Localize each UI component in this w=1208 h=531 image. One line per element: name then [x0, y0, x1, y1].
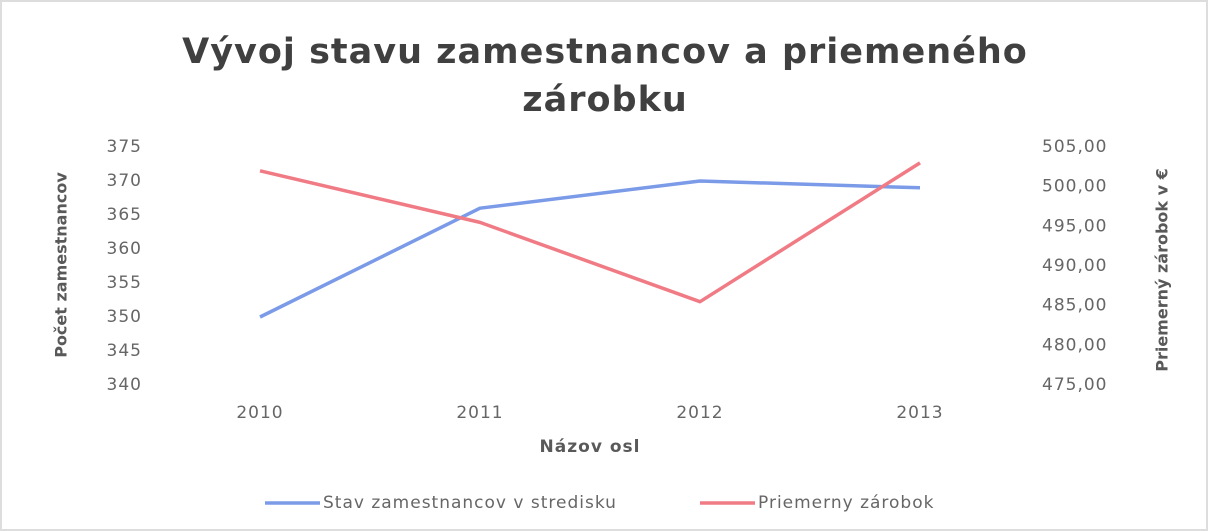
y-tick-label: 360 — [107, 239, 142, 259]
y-tick-label: 340 — [107, 375, 142, 395]
y-tick-label: 355 — [107, 273, 142, 293]
y2-tick-label: 490,00 — [1042, 256, 1107, 276]
y2-axis-title: Priemerný zárobok v € — [1153, 168, 1172, 372]
y-tick-label: 350 — [107, 307, 142, 327]
y-tick-label: 365 — [107, 205, 142, 225]
x-tick-label: 2011 — [456, 403, 503, 423]
y2-tick-label: 485,00 — [1042, 296, 1107, 316]
x-axis-title: Názov osl — [540, 437, 641, 457]
chart-title: Vývoj stavu zamestnancov a priemeného zá… — [182, 32, 1028, 120]
y-tick-label: 345 — [107, 341, 142, 361]
y2-tick-label: 505,00 — [1042, 137, 1107, 157]
y2-tick-label: 500,00 — [1042, 177, 1107, 197]
y-axis-title: Počet zamestnancov — [52, 172, 71, 358]
series-line — [259, 179, 921, 319]
legend-label: Stav zamestnancov v stredisku — [323, 493, 617, 513]
y-tick-label: 370 — [107, 171, 142, 191]
y2-tick-label: 475,00 — [1042, 375, 1107, 395]
x-tick-label: 2012 — [676, 403, 723, 423]
y2-tick-label: 480,00 — [1042, 335, 1107, 355]
x-tick-label: 2010 — [236, 403, 283, 423]
y2-tick-label: 495,00 — [1042, 216, 1107, 236]
legend-label: Priemerny zárobok — [758, 493, 934, 513]
series-line — [259, 161, 921, 304]
x-tick-label: 2013 — [896, 403, 943, 423]
y-tick-label: 375 — [107, 137, 142, 157]
